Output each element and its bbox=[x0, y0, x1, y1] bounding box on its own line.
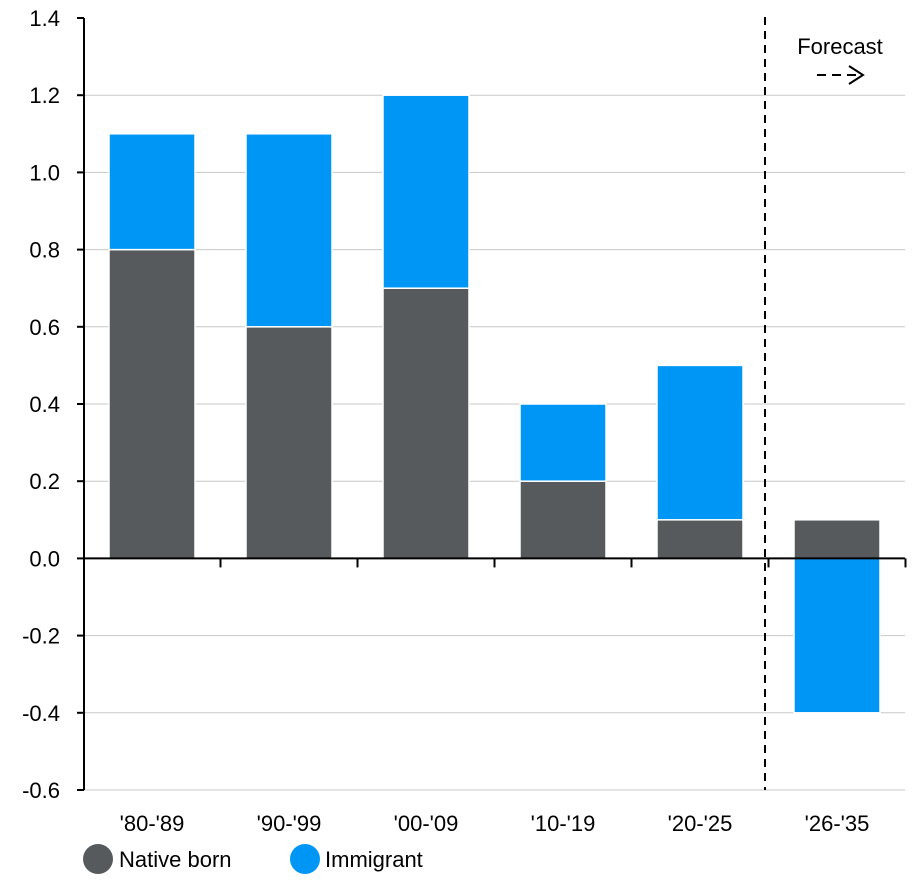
bar-native-born-4 bbox=[656, 519, 744, 560]
legend: Native born Immigrant bbox=[83, 844, 423, 874]
y-tick-label: 1.2 bbox=[29, 83, 60, 108]
y-tick-label: 0.4 bbox=[29, 392, 60, 417]
bar-immigrant-4 bbox=[656, 364, 744, 521]
legend-swatch-native-born bbox=[83, 844, 113, 874]
axes bbox=[77, 17, 907, 791]
y-tick-label: -0.2 bbox=[22, 624, 60, 649]
bar-native-born-1 bbox=[245, 326, 333, 560]
bar-native-born-5 bbox=[793, 519, 881, 560]
forecast-arrow bbox=[817, 65, 865, 85]
legend-label-immigrant: Immigrant bbox=[325, 847, 423, 872]
bar-native-born-3 bbox=[519, 480, 607, 560]
bar-immigrant-1 bbox=[245, 133, 333, 328]
y-tick-label: 1.4 bbox=[29, 6, 60, 31]
x-tick-label: '00-'09 bbox=[394, 811, 459, 836]
x-tick-label: '90-'99 bbox=[257, 811, 322, 836]
y-tick-label: 1.0 bbox=[29, 160, 60, 185]
forecast-annotation: Forecast bbox=[764, 17, 883, 790]
y-tick-label: -0.6 bbox=[22, 778, 60, 803]
y-tick-label: 0.0 bbox=[29, 546, 60, 571]
bar-immigrant-0 bbox=[108, 133, 196, 251]
legend-label-native-born: Native born bbox=[119, 847, 232, 872]
bar-immigrant-3 bbox=[519, 403, 607, 482]
x-tick-label: '20-'25 bbox=[668, 811, 733, 836]
legend-swatch-immigrant bbox=[290, 844, 320, 874]
forecast-label: Forecast bbox=[797, 34, 883, 59]
bar-native-born-2 bbox=[382, 287, 470, 560]
x-tick-label: '80-'89 bbox=[120, 811, 185, 836]
y-tick-label: 0.8 bbox=[29, 238, 60, 263]
y-tick-label: 0.6 bbox=[29, 315, 60, 340]
y-tick-label: -0.4 bbox=[22, 701, 60, 726]
bar-native-born-0 bbox=[108, 248, 196, 560]
bar-immigrant-5 bbox=[793, 557, 881, 714]
gridlines bbox=[84, 94, 905, 791]
x-tick-label: '26-'35 bbox=[805, 811, 870, 836]
y-axis-tick-labels: 1.4 1.2 1.0 0.8 0.6 0.4 0.2 0.0 -0.2 -0.4 -0.6 bbox=[22, 6, 60, 803]
x-tick-label: '10-'19 bbox=[531, 811, 596, 836]
bar-immigrant-2 bbox=[382, 94, 470, 289]
bars bbox=[108, 94, 881, 714]
y-tick-label: 0.2 bbox=[29, 469, 60, 494]
x-axis-tick-labels: '80-'89 '90-'99 '00-'09 '10-'19 '20-'25 '26-'… bbox=[120, 811, 870, 836]
